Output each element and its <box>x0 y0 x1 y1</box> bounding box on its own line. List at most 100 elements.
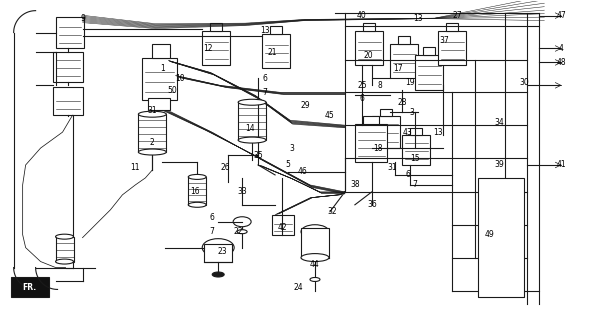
Bar <box>138 114 166 152</box>
Text: 11: 11 <box>131 164 140 172</box>
Ellipse shape <box>233 217 251 227</box>
Text: 34: 34 <box>495 118 504 127</box>
Bar <box>410 128 421 135</box>
Bar <box>188 177 206 205</box>
Bar <box>52 87 82 115</box>
Text: 6: 6 <box>262 74 267 83</box>
Text: 39: 39 <box>495 160 504 170</box>
Text: 20: 20 <box>363 51 373 60</box>
Text: 7: 7 <box>412 180 417 189</box>
Bar <box>477 178 524 297</box>
Text: 7: 7 <box>262 88 267 97</box>
Text: 16: 16 <box>191 188 200 196</box>
Text: 30: 30 <box>519 78 529 87</box>
Text: 24: 24 <box>293 283 303 292</box>
Text: 31: 31 <box>387 164 396 172</box>
Text: 50: 50 <box>167 86 177 95</box>
Ellipse shape <box>188 174 206 180</box>
Text: 43: 43 <box>403 128 413 137</box>
Text: 45: 45 <box>325 111 335 120</box>
Bar <box>143 59 177 100</box>
Bar <box>380 109 392 116</box>
Text: 13: 13 <box>260 26 270 35</box>
Bar <box>238 102 266 140</box>
Bar <box>372 116 400 148</box>
Ellipse shape <box>301 225 329 239</box>
Text: 46: 46 <box>297 167 307 176</box>
Bar <box>149 98 171 110</box>
Ellipse shape <box>212 272 224 277</box>
Bar <box>55 17 83 49</box>
Text: 28: 28 <box>397 98 407 107</box>
Text: 36: 36 <box>367 200 377 209</box>
Text: 4: 4 <box>559 44 564 53</box>
Bar <box>446 23 457 31</box>
Bar <box>355 124 387 162</box>
Bar <box>202 31 230 65</box>
Text: 41: 41 <box>557 160 566 170</box>
Text: 42: 42 <box>277 223 287 232</box>
Text: 5: 5 <box>286 160 290 170</box>
Text: 6: 6 <box>209 213 214 222</box>
Bar <box>398 36 410 44</box>
Ellipse shape <box>310 277 320 282</box>
Bar <box>415 55 443 90</box>
Bar <box>262 34 290 68</box>
Text: 37: 37 <box>440 36 449 45</box>
Text: 3: 3 <box>290 144 295 153</box>
Bar <box>363 116 379 124</box>
Bar <box>438 31 466 65</box>
Text: 3: 3 <box>409 108 414 117</box>
Ellipse shape <box>237 230 247 234</box>
Bar <box>363 23 375 31</box>
Text: 1: 1 <box>160 64 164 73</box>
Ellipse shape <box>55 259 74 264</box>
Text: 35: 35 <box>253 150 263 160</box>
Text: 49: 49 <box>485 230 495 239</box>
Text: 40: 40 <box>357 11 367 20</box>
Ellipse shape <box>138 149 166 155</box>
Ellipse shape <box>202 239 234 257</box>
Text: 18: 18 <box>373 144 382 153</box>
Text: 21: 21 <box>267 48 277 57</box>
Ellipse shape <box>55 234 74 239</box>
Text: 13: 13 <box>413 14 423 23</box>
Bar <box>55 237 74 261</box>
Text: 38: 38 <box>350 180 360 189</box>
Bar <box>52 52 82 82</box>
Text: 10: 10 <box>175 74 185 83</box>
Text: 14: 14 <box>245 124 255 132</box>
Text: 12: 12 <box>203 44 213 53</box>
Bar <box>270 26 282 34</box>
Bar <box>390 44 418 78</box>
Bar <box>402 135 430 165</box>
Text: 2: 2 <box>150 138 155 147</box>
Ellipse shape <box>238 99 266 105</box>
Bar <box>301 228 329 258</box>
Text: 15: 15 <box>410 154 420 163</box>
Text: 32: 32 <box>327 207 337 216</box>
Bar <box>272 215 294 235</box>
Ellipse shape <box>301 253 329 261</box>
Text: 9: 9 <box>80 14 85 23</box>
Text: 8: 8 <box>378 81 382 90</box>
Text: 27: 27 <box>453 11 462 20</box>
Text: 47: 47 <box>557 11 566 20</box>
Text: 23: 23 <box>217 247 227 256</box>
Text: 22: 22 <box>233 227 243 236</box>
Text: 48: 48 <box>557 58 566 67</box>
Ellipse shape <box>238 137 266 143</box>
Text: 25: 25 <box>357 81 367 90</box>
Text: FR.: FR. <box>23 283 37 292</box>
Bar <box>355 31 383 65</box>
Bar <box>423 47 435 55</box>
Ellipse shape <box>188 202 206 207</box>
Text: 13: 13 <box>433 128 443 137</box>
Text: 19: 19 <box>405 78 415 87</box>
Bar <box>204 244 232 261</box>
Text: 29: 29 <box>300 101 310 110</box>
Text: 7: 7 <box>209 227 214 236</box>
Text: 31: 31 <box>147 106 157 115</box>
Bar <box>152 44 171 59</box>
Text: 33: 33 <box>238 188 247 196</box>
